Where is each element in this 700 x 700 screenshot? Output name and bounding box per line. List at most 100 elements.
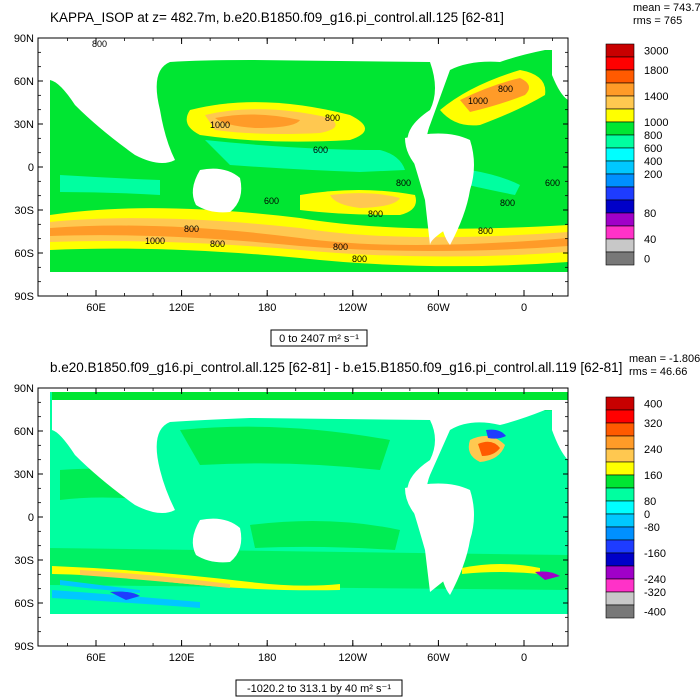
colorbar-swatch	[605, 526, 635, 541]
colorbar-label: -240	[644, 574, 666, 586]
contour-label: 600	[545, 178, 560, 188]
colorbar-label: 600	[644, 143, 662, 155]
contour-label: 800	[184, 224, 199, 234]
colorbar-label: 0	[644, 509, 650, 521]
colorbar-label: -160	[644, 548, 666, 560]
colorbar-label: 40	[644, 234, 656, 246]
contour-label: 600	[313, 145, 328, 155]
panel-bottom: b.e20.B1850.f09_g16.pi_control.all.125 […	[14, 353, 700, 697]
colorbar-label: -80	[644, 522, 660, 534]
anomaly-negative	[535, 571, 560, 580]
colorbar-swatch	[605, 500, 635, 515]
lat-tick-label: 90S	[14, 291, 34, 303]
anomaly-patch	[250, 521, 400, 550]
panel-bottom-mean: mean = -1.806	[629, 353, 700, 365]
colorbar-swatch	[605, 212, 635, 227]
colorbar-swatch	[605, 474, 635, 489]
colorbar-swatch	[605, 186, 635, 201]
lon-tick-label: 0	[521, 652, 527, 664]
colorbar-swatch	[605, 56, 635, 71]
contour-label: 600	[264, 196, 279, 206]
contour-label: 800	[352, 254, 367, 264]
lon-tick-label: 0	[521, 302, 527, 314]
contour-label: 800	[333, 242, 348, 252]
lat-tick-label: 30N	[14, 469, 34, 481]
high-region	[215, 114, 300, 128]
colorbar-swatch	[605, 578, 635, 593]
panel-top-rms: rms = 765	[633, 15, 682, 27]
colorbar-swatch	[605, 552, 635, 567]
lon-tick-label: 120E	[169, 302, 195, 314]
lat-tick-label: 0	[28, 512, 34, 524]
contour-label: 800	[368, 209, 383, 219]
colorbar-swatch	[605, 591, 635, 606]
high-region	[330, 193, 400, 208]
colorbar-swatch	[605, 121, 635, 136]
colorbar-swatch	[605, 513, 635, 528]
high-region	[460, 78, 529, 112]
panel-top: KAPPA_ISOP at z= 482.7m, b.e20.B1850.f09…	[14, 2, 700, 347]
colorbar-label: 80	[644, 208, 656, 220]
lat-tick-label: 30S	[14, 205, 34, 217]
southern-band	[50, 225, 568, 251]
colorbar-label: 80	[644, 496, 656, 508]
bottom-axis-ticks: 90N 60N 30N 0 30S 60S 90S 60E 120E 180 120W 60W 0	[14, 383, 568, 664]
land-mass	[192, 168, 242, 213]
lon-tick-label: 60E	[86, 302, 106, 314]
colorbar-swatch	[605, 95, 635, 110]
colorbar-label: 3000	[644, 46, 668, 58]
top-axis-ticks: 90N 60N 30N 0 30S 60S 90S 60E 120E 180 120W 60W 0	[14, 33, 568, 314]
top-range-box	[270, 329, 368, 347]
lat-tick-label: 60N	[14, 76, 34, 88]
bottom-colorbar: 400 320 240 160 800-80 -160 -240-320 -400	[605, 396, 666, 619]
colorbar-label: 1400	[644, 91, 668, 103]
lon-tick-label: 180	[258, 302, 276, 314]
tropical-band	[60, 175, 160, 195]
colorbar-label: 1800	[644, 65, 668, 77]
lon-tick-label: 120W	[338, 652, 367, 664]
land-mass	[440, 534, 470, 595]
colorbar-swatch	[605, 82, 635, 97]
colorbar-swatch	[605, 565, 635, 580]
panel-bottom-rms: rms = 46.66	[629, 366, 687, 378]
colorbar-swatch	[605, 487, 635, 502]
land-mass	[38, 614, 568, 646]
colorbar-label: -400	[644, 607, 666, 619]
lat-tick-label: 60S	[14, 248, 34, 260]
colorbar-label: -320	[644, 587, 666, 599]
land-mass	[38, 272, 568, 296]
lat-tick-label: 90N	[14, 33, 34, 45]
bottom-range-label: -1020.2 to 313.1 by 40 m² s⁻¹	[247, 683, 391, 695]
colorbar-label: 800	[644, 130, 662, 142]
lat-tick-label: 60S	[14, 598, 34, 610]
colorbar-label: 160	[644, 470, 662, 482]
contour-label: 800	[396, 178, 411, 188]
land-mass	[552, 408, 568, 460]
colorbar-swatch	[605, 422, 635, 437]
colorbar-label: 0	[644, 254, 650, 266]
colorbar-swatch	[605, 134, 635, 149]
top-contour-labels: 800 1000 800 600 1000 800 800 800 600 80…	[92, 39, 560, 264]
colorbar-swatch	[605, 396, 635, 411]
lat-tick-label: 30S	[14, 555, 34, 567]
tropical-band	[468, 170, 520, 195]
anomaly-negative	[110, 591, 140, 600]
colorbar-swatch	[605, 173, 635, 188]
colorbar-swatch	[605, 199, 635, 214]
contour-label: 800	[210, 239, 225, 249]
lon-tick-label: 60W	[427, 652, 450, 664]
land-mass	[440, 184, 470, 245]
anomaly-negative	[60, 580, 140, 593]
colorbar-label: 400	[644, 399, 662, 411]
top-map	[38, 38, 568, 296]
panel-top-mean: mean = 743.7	[633, 2, 700, 14]
anomaly-streak	[462, 564, 540, 574]
contour-label: 800	[92, 39, 107, 49]
anomaly-streak	[80, 570, 230, 588]
land-mass	[192, 518, 242, 563]
panel-bottom-title: b.e20.B1850.f09_g16.pi_control.all.125 […	[50, 360, 622, 375]
lat-tick-label: 30N	[14, 119, 34, 131]
tropical-band	[205, 140, 405, 172]
